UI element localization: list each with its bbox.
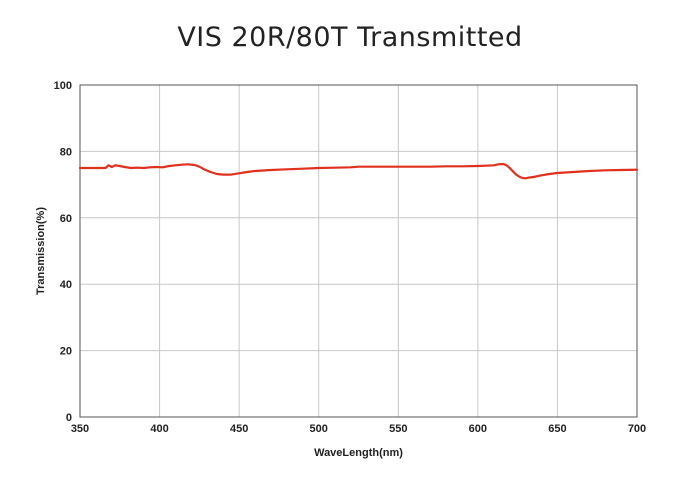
x-tick-label: 500 <box>310 423 328 435</box>
series-line <box>78 162 639 180</box>
x-tick-label: 700 <box>628 423 646 435</box>
chart-title: VIS 20R/80T Transmitted <box>177 22 523 53</box>
y-tick-label: 100 <box>54 80 72 92</box>
x-axis-title: WaveLength(nm) <box>314 447 403 459</box>
y-tick-label: 20 <box>60 346 72 358</box>
x-tick-label: 650 <box>548 423 566 435</box>
x-tick-label: 550 <box>389 423 407 435</box>
x-tick-label: 400 <box>150 423 168 435</box>
y-axis-title: Transmission(%) <box>35 207 47 295</box>
y-tick-label: 0 <box>66 412 72 424</box>
y-tick-label: 60 <box>60 213 72 225</box>
x-tick-label: 450 <box>230 423 248 435</box>
x-tick-label: 600 <box>469 423 487 435</box>
x-tick-label: 350 <box>71 423 89 435</box>
y-tick-label: 40 <box>60 279 72 291</box>
plot-frame <box>79 84 638 418</box>
y-tick-label: 80 <box>60 146 72 158</box>
